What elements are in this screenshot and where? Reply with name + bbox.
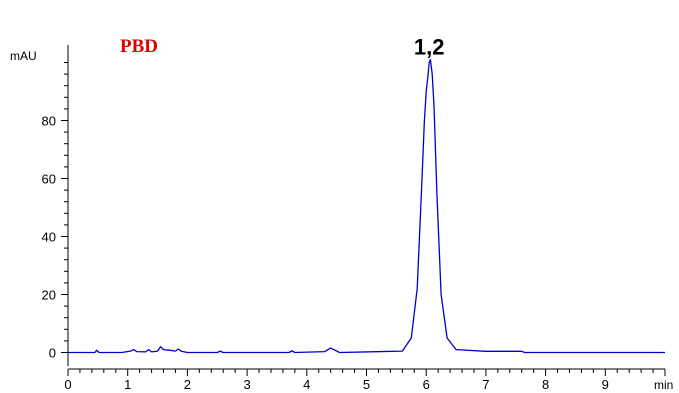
axes [67,45,665,370]
x-tick-label: 6 [423,377,430,392]
y-tick-label: 20 [42,288,56,303]
tick-marks [61,62,666,376]
x-axis-unit-label: min [654,378,673,392]
peak-annotation-label: 1,2 [414,35,445,60]
x-tick-label: 0 [64,377,71,392]
tick-labels: 0 1 2 3 4 5 6 7 8 9 0 20 40 60 80 [42,114,609,393]
x-tick-label: 8 [542,377,549,392]
x-tick-label: 3 [243,377,250,392]
y-tick-label: 40 [42,230,56,245]
y-tick-label: 60 [42,172,56,187]
series-layer [68,58,665,354]
annotations-layer: 1,2 [414,35,445,60]
x-tick-label: 1 [124,377,131,392]
series-line [68,58,665,354]
x-tick-label: 4 [303,377,310,392]
chart-title: PBD [120,36,158,57]
x-tick-label: 7 [482,377,489,392]
x-tick-label: 2 [184,377,191,392]
y-axis-unit-label: mAU [10,49,37,63]
x-tick-label: 9 [602,377,609,392]
x-tick-label: 5 [363,377,370,392]
y-tick-label: 80 [42,114,56,129]
y-tick-label: 0 [49,346,56,361]
